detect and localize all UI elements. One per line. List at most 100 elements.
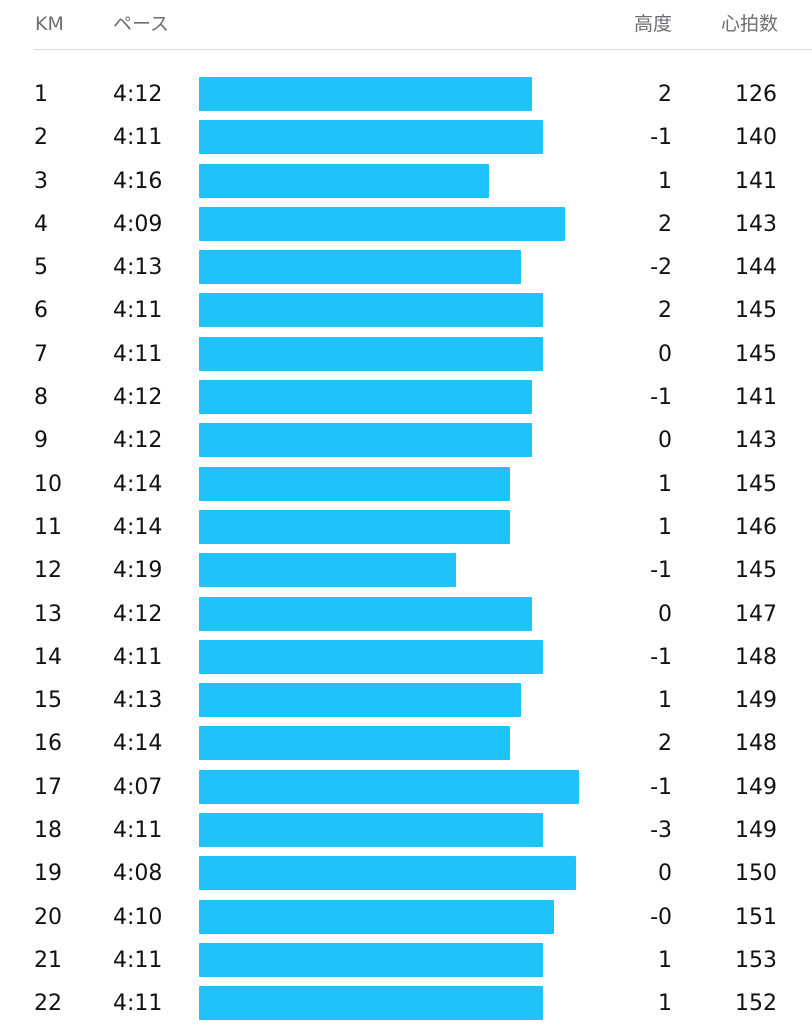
split-km: 18 (34, 818, 62, 844)
split-pace: 4:14 (113, 471, 163, 497)
split-pace: 4:12 (113, 601, 163, 627)
pace-bar (199, 899, 554, 934)
split-heart-rate: 148 (735, 731, 777, 757)
split-pace: 4:12 (113, 82, 163, 107)
split-heart-rate: 153 (735, 947, 777, 973)
split-elevation: -3 (650, 818, 672, 844)
split-km: 11 (34, 514, 62, 540)
split-elevation: -0 (650, 904, 672, 930)
split-heart-rate: 145 (735, 341, 777, 367)
split-pace: 4:11 (113, 947, 163, 973)
pace-bar (199, 163, 489, 198)
pace-bar (199, 120, 543, 155)
split-km: 14 (34, 644, 62, 670)
split-pace: 4:09 (113, 211, 163, 237)
split-row: 7 4:11 0 145 (0, 334, 812, 377)
split-elevation: -1 (650, 558, 672, 584)
split-km: 19 (34, 861, 62, 887)
heart-rate-column-header: 心拍数 (720, 13, 778, 35)
split-row: 22 4:11 1 152 (0, 983, 812, 1026)
pace-bar (199, 683, 522, 718)
split-row: 20 4:10 -0 151 (0, 897, 812, 940)
split-heart-rate: 152 (735, 991, 777, 1017)
split-pace: 4:11 (113, 644, 163, 670)
pace-bar (199, 553, 456, 588)
split-row: 14 4:11 -1 148 (0, 637, 812, 680)
split-km: 9 (34, 428, 48, 454)
split-heart-rate: 150 (735, 861, 777, 887)
split-row: 10 4:14 1 145 (0, 464, 812, 507)
split-pace: 4:16 (113, 168, 163, 194)
pace-bar (199, 206, 565, 241)
split-km: 15 (34, 688, 62, 714)
splits-list: 1 4:12 2 126 2 4:11 -1 14 0 3 4:16 1 141 4 4:09 2 143 5 4:… (0, 74, 812, 1027)
split-row: 9 4:12 0 143 (0, 420, 812, 463)
split-km: 20 (34, 904, 62, 930)
pace-bar (199, 293, 543, 328)
split-pace: 4:11 (113, 125, 163, 151)
split-row: 16 4:14 2 148 (0, 723, 812, 766)
split-km: 22 (34, 991, 62, 1017)
pace-column-header: ペース (113, 13, 170, 35)
split-heart-rate: 141 (735, 385, 777, 411)
split-row: 12 4:19 -1 145 (0, 550, 812, 593)
split-heart-rate: 146 (735, 514, 777, 540)
split-km: 2 (34, 125, 48, 151)
split-pace: 4:14 (113, 731, 163, 757)
split-elevation: 1 (658, 168, 672, 194)
pace-bar (199, 726, 511, 761)
split-pace: 4:19 (113, 558, 163, 584)
pace-bar (199, 813, 543, 848)
split-heart-rate: 145 (735, 298, 777, 324)
split-pace: 4:07 (113, 774, 163, 800)
split-pace: 4:08 (113, 861, 163, 887)
pace-bar (199, 336, 543, 371)
split-elevation: 2 (658, 298, 672, 324)
split-row: 13 4:12 0 147 (0, 594, 812, 637)
split-elevation: -1 (650, 125, 672, 151)
split-pace: 4:11 (113, 298, 163, 324)
split-elevation: 2 (658, 82, 672, 107)
pace-bar (199, 986, 543, 1021)
split-row: 2 4:11 -1 140 (0, 117, 812, 160)
split-elevation: -2 (650, 255, 672, 281)
split-row: 6 4:11 2 145 (0, 290, 812, 333)
split-heart-rate: 145 (735, 558, 777, 584)
split-elevation: 1 (658, 688, 672, 714)
split-km: 3 (34, 168, 48, 194)
split-km: 7 (34, 341, 48, 367)
pace-bar (199, 77, 533, 111)
split-heart-rate: 126 (735, 82, 777, 107)
pace-bar (199, 380, 533, 415)
split-pace: 4:12 (113, 385, 163, 411)
split-heart-rate: 148 (735, 644, 777, 670)
split-heart-rate: 147 (735, 601, 777, 627)
split-row: 3 4:16 1 141 (0, 161, 812, 204)
split-elevation: 0 (658, 341, 672, 367)
split-elevation: 1 (658, 947, 672, 973)
split-elevation: -1 (650, 644, 672, 670)
split-pace: 4:11 (113, 991, 163, 1017)
pace-bar (199, 509, 511, 544)
split-elevation: 1 (658, 991, 672, 1017)
split-pace: 4:12 (113, 428, 163, 454)
splits-header: KM ペース 高度 心拍数 (0, 0, 812, 50)
split-heart-rate: 151 (735, 904, 777, 930)
split-row: 17 4:07 -1 149 (0, 767, 812, 810)
header-divider (34, 49, 812, 50)
split-row: 4 4:09 2 143 (0, 204, 812, 247)
split-heart-rate: 144 (735, 255, 777, 281)
split-km: 5 (34, 255, 48, 281)
split-km: 10 (34, 471, 62, 497)
split-row: 5 4:13 -2 144 (0, 247, 812, 290)
split-km: 12 (34, 558, 62, 584)
split-row: 11 4:14 1 146 (0, 507, 812, 550)
split-elevation: 1 (658, 514, 672, 540)
pace-bar (199, 639, 543, 674)
split-row: 21 4:11 1 153 (0, 940, 812, 983)
split-heart-rate: 149 (735, 818, 777, 844)
split-heart-rate: 149 (735, 688, 777, 714)
pace-bar (199, 250, 522, 285)
split-km: 1 (34, 82, 48, 107)
split-heart-rate: 145 (735, 471, 777, 497)
